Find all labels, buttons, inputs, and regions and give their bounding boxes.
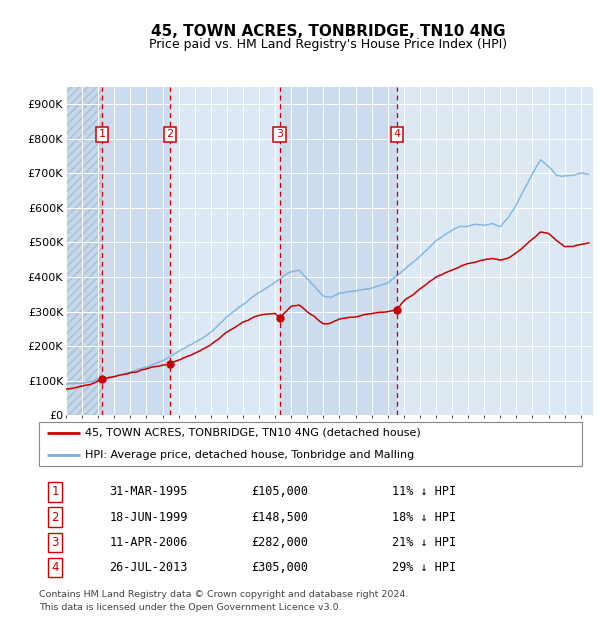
Text: 31-MAR-1995: 31-MAR-1995 <box>110 485 188 498</box>
Text: 45, TOWN ACRES, TONBRIDGE, TN10 4NG: 45, TOWN ACRES, TONBRIDGE, TN10 4NG <box>151 24 505 38</box>
Text: 26-JUL-2013: 26-JUL-2013 <box>110 561 188 574</box>
Text: 11-APR-2006: 11-APR-2006 <box>110 536 188 549</box>
Text: 18% ↓ HPI: 18% ↓ HPI <box>392 511 456 523</box>
Text: 18-JUN-1999: 18-JUN-1999 <box>110 511 188 523</box>
Text: Price paid vs. HM Land Registry's House Price Index (HPI): Price paid vs. HM Land Registry's House … <box>149 38 507 51</box>
Text: 45, TOWN ACRES, TONBRIDGE, TN10 4NG (detached house): 45, TOWN ACRES, TONBRIDGE, TN10 4NG (det… <box>85 428 421 438</box>
FancyBboxPatch shape <box>39 422 582 466</box>
Text: £148,500: £148,500 <box>251 511 308 523</box>
Text: 11% ↓ HPI: 11% ↓ HPI <box>392 485 456 498</box>
Text: £305,000: £305,000 <box>251 561 308 574</box>
Text: 1: 1 <box>98 130 106 140</box>
Text: 21% ↓ HPI: 21% ↓ HPI <box>392 536 456 549</box>
Text: £282,000: £282,000 <box>251 536 308 549</box>
Text: 1: 1 <box>52 485 59 498</box>
Text: Contains HM Land Registry data © Crown copyright and database right 2024.
This d: Contains HM Land Registry data © Crown c… <box>39 590 409 612</box>
Text: 4: 4 <box>394 130 400 140</box>
Text: 29% ↓ HPI: 29% ↓ HPI <box>392 561 456 574</box>
Text: HPI: Average price, detached house, Tonbridge and Malling: HPI: Average price, detached house, Tonb… <box>85 450 415 460</box>
Text: 3: 3 <box>52 536 59 549</box>
Text: £105,000: £105,000 <box>251 485 308 498</box>
Text: 2: 2 <box>166 130 173 140</box>
Text: 4: 4 <box>52 561 59 574</box>
Text: 2: 2 <box>52 511 59 523</box>
Text: 3: 3 <box>276 130 283 140</box>
